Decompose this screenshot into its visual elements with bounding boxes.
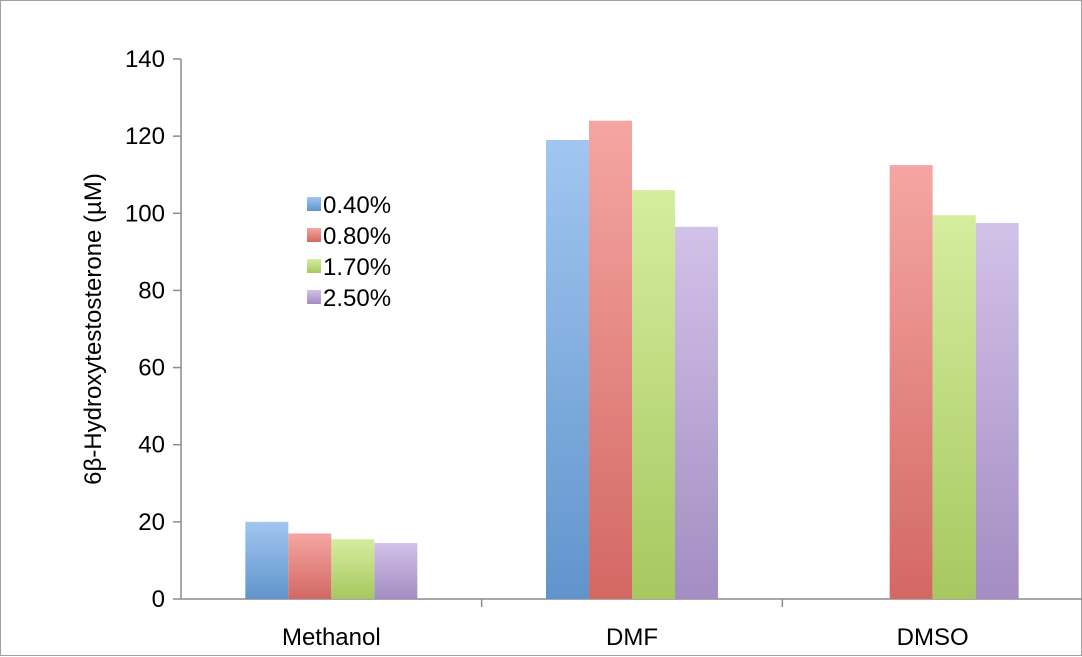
legend-swatch <box>307 228 321 242</box>
bar <box>245 521 289 599</box>
bar <box>889 165 933 600</box>
legend-label: 0.80% <box>323 223 391 250</box>
y-axis-title: 6β-Hydroxytestosterone (µM) <box>80 173 107 485</box>
y-tick-label: 100 <box>125 200 165 227</box>
x-ticks: Methanol DMF DMSO <box>282 599 969 651</box>
y-tick-label: 20 <box>138 509 165 536</box>
bar <box>675 226 718 600</box>
y-tick-label: 40 <box>138 432 165 459</box>
axes: 0 20 40 60 80 100 120 140 Methanol DMF DMSO <box>125 46 1082 651</box>
legend: 0.40% 0.80% 1.70% 2.50% <box>307 192 391 312</box>
bar <box>589 120 632 599</box>
y-tick-label: 60 <box>138 355 165 382</box>
y-tick-label: 140 <box>125 46 165 73</box>
legend-label: 2.50% <box>323 285 391 312</box>
y-tick-label: 80 <box>138 277 165 304</box>
bars <box>245 120 1019 600</box>
y-tick-label: 0 <box>152 586 165 613</box>
bar <box>546 140 589 599</box>
y-ticks: 0 20 40 60 80 100 120 140 <box>125 46 181 613</box>
bar <box>932 215 976 599</box>
bar <box>331 539 375 599</box>
legend-label: 1.70% <box>323 254 391 281</box>
x-tick-label: Methanol <box>282 624 381 651</box>
x-tick-label: DMF <box>606 624 658 651</box>
bar <box>374 543 418 599</box>
legend-label: 0.40% <box>323 192 391 219</box>
bar <box>632 190 675 599</box>
x-tick-label: DMSO <box>897 624 969 651</box>
bar <box>288 533 332 599</box>
legend-swatch <box>307 197 321 211</box>
y-tick-label: 120 <box>125 123 165 150</box>
legend-swatch <box>307 259 321 273</box>
bar <box>975 222 1019 599</box>
legend-swatch <box>307 290 321 304</box>
